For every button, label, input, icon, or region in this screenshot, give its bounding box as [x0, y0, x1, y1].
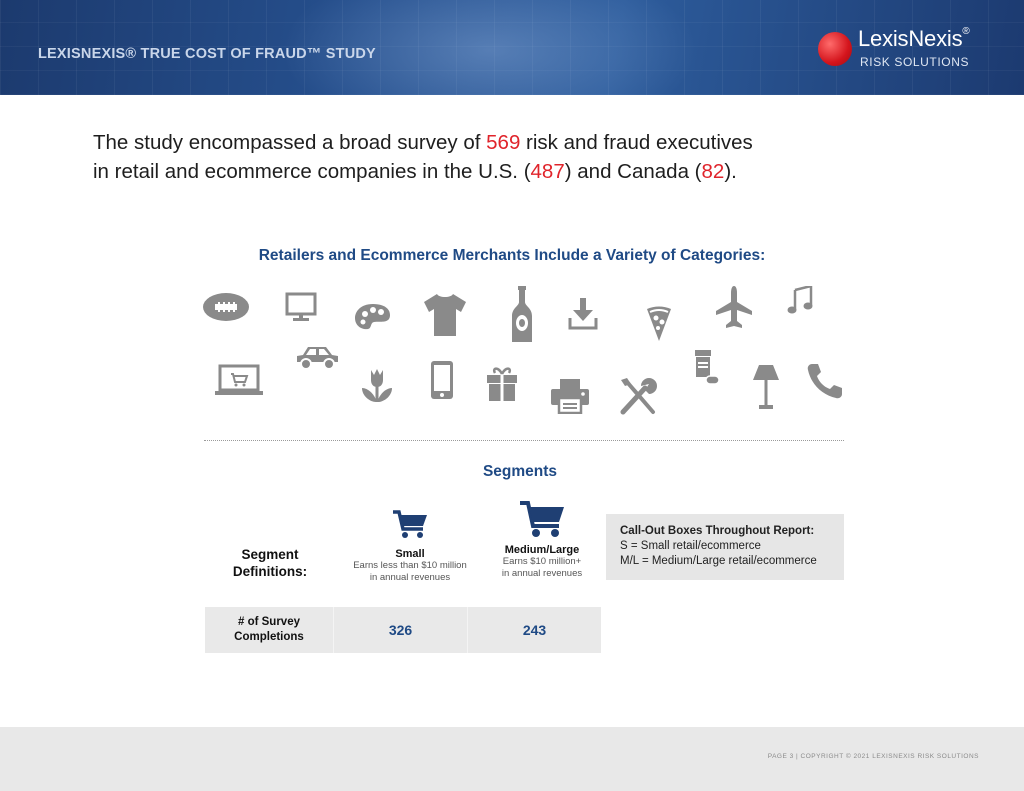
callout-line2: M/L = Medium/Large retail/ecommerce [620, 555, 817, 567]
categories-title: Retailers and Ecommerce Merchants Includ… [258, 247, 766, 264]
football-icon [202, 292, 250, 322]
header-background-glow [280, 0, 700, 95]
total-count: 569 [486, 131, 521, 154]
logo-registered-mark: ® [962, 26, 970, 37]
intro-paragraph: The study encompassed a broad survey of … [93, 128, 893, 186]
lamp-icon [752, 364, 780, 410]
intro-text-part5: ). [724, 160, 737, 183]
pizza-slice-icon [646, 305, 672, 343]
phone-handset-icon [806, 362, 844, 400]
footer-copyright: PAGE 3 | COPYRIGHT © 2021 LEXISNEXIS RIS… [767, 753, 979, 760]
medium-large-completions-value: 243 [467, 607, 601, 653]
printer-icon [550, 378, 590, 414]
completions-label: # of Survey Completions [205, 607, 333, 653]
completions-label-line1: # of Survey [238, 616, 300, 628]
paint-palette-icon [354, 302, 392, 332]
gift-icon [486, 366, 518, 402]
small-segment-desc-line1: Earns less than $10 million [353, 560, 467, 571]
tulip-icon [360, 368, 394, 404]
header-banner: LEXISNEXIS® TRUE COST OF FRAUD™ STUDY Le… [0, 0, 1024, 95]
segment-definitions-line2: Definitions: [232, 564, 308, 579]
callout-box: Call-Out Boxes Throughout Report: S = Sm… [606, 514, 844, 580]
section-divider [204, 440, 844, 441]
callout-title: Call-Out Boxes Throughout Report: [620, 525, 815, 537]
segment-medium-large: Medium/Large Earns $10 million+ in annua… [472, 500, 612, 580]
medium-large-cart-icon [519, 500, 565, 543]
segment-small: Small Earns less than $10 million in ann… [340, 509, 480, 584]
segments-title: Segments [482, 463, 558, 480]
footer: PAGE 3 | COPYRIGHT © 2021 LEXISNEXIS RIS… [0, 727, 1024, 791]
medium-large-segment-desc-line1: Earns $10 million+ [502, 556, 582, 567]
study-title: LEXISNEXIS® TRUE COST OF FRAUD™ STUDY [38, 46, 376, 62]
bottle-icon [510, 286, 534, 344]
intro-text-part3: in retail and ecommerce companies in the… [93, 160, 531, 183]
completions-label-line2: Completions [234, 631, 304, 643]
logo-name: LexisNexis [858, 26, 963, 51]
header-background-pattern [0, 0, 1024, 95]
tools-icon [619, 376, 657, 416]
completions-table: # of Survey Completions 326 243 [205, 607, 601, 653]
monitor-icon [285, 292, 317, 322]
airplane-icon [715, 286, 753, 330]
logo-globe-icon [818, 32, 852, 66]
logo-subtitle: RISK SOLUTIONS [860, 55, 970, 69]
car-icon [294, 344, 340, 370]
us-count: 487 [530, 160, 565, 183]
segment-definitions-label: Segment Definitions: [220, 546, 320, 580]
music-note-icon [787, 286, 813, 314]
segment-definitions-line1: Segment [241, 547, 299, 562]
small-cart-icon [392, 509, 428, 544]
download-icon [568, 298, 598, 330]
lexisnexis-logo[interactable]: LexisNexis® RISK SOLUTIONS [818, 26, 998, 74]
laptop-cart-icon [214, 364, 264, 396]
small-segment-desc-line2: in annual revenues [369, 572, 451, 583]
intro-text-part1: The study encompassed a broad survey of [93, 131, 487, 154]
tshirt-icon [422, 292, 468, 338]
pill-bottle-icon [694, 349, 720, 387]
intro-text-part4: ) and Canada ( [564, 160, 702, 183]
canada-count: 82 [701, 160, 725, 183]
small-segment-name: Small [395, 548, 425, 560]
medium-large-segment-name: Medium/Large [504, 544, 580, 556]
small-completions-value: 326 [333, 607, 467, 653]
medium-large-segment-desc-line2: in annual revenues [501, 568, 583, 579]
smartphone-icon [430, 360, 454, 400]
callout-line1: S = Small retail/ecommerce [620, 540, 761, 552]
intro-text-part2: risk and fraud executives [520, 131, 753, 154]
